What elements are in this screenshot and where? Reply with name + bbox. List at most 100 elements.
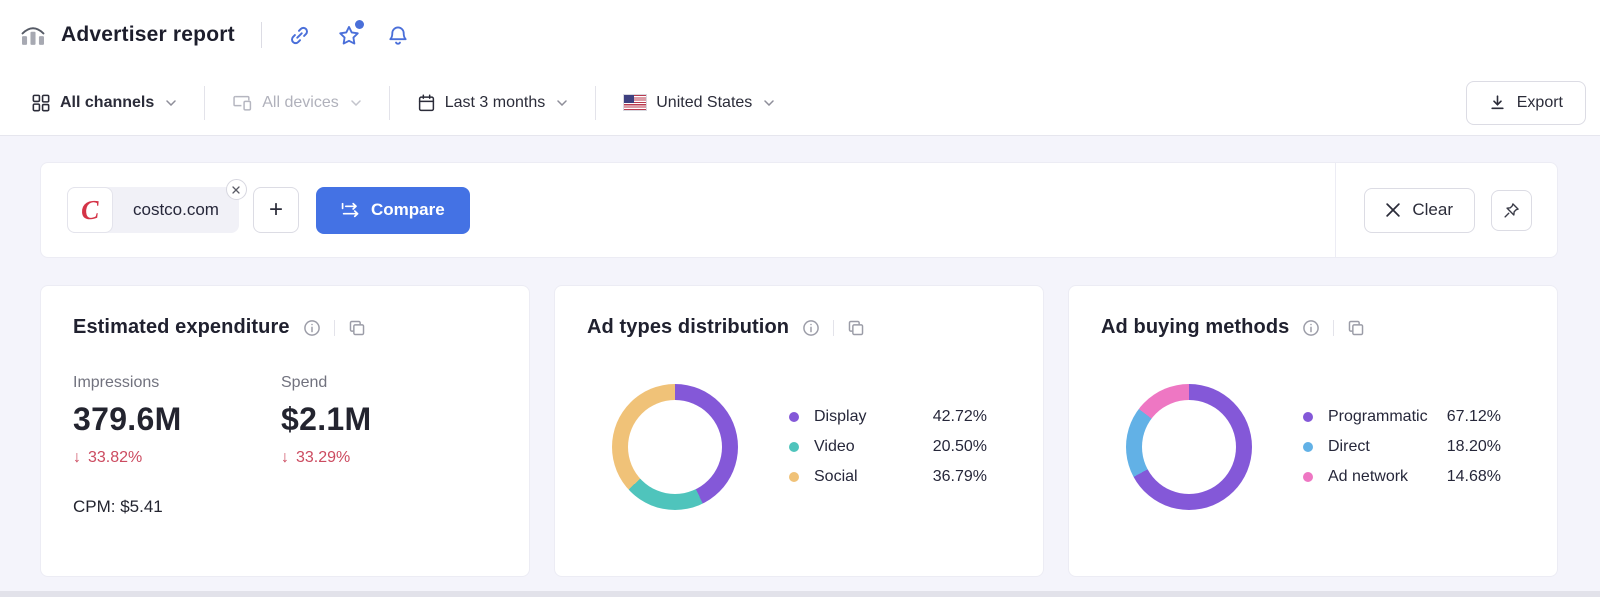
favorite-star-icon[interactable] [337, 20, 364, 47]
spend-label: Spend [281, 374, 328, 391]
remove-domain-button[interactable] [225, 179, 247, 200]
impressions-change-value: 33.82% [88, 449, 143, 466]
card-title: Ad buying methods [1101, 316, 1290, 338]
bell-icon[interactable] [386, 23, 410, 47]
filter-divider [204, 85, 206, 120]
header-divider [260, 22, 262, 48]
channels-filter[interactable]: All channels [28, 94, 180, 112]
add-button-label: + [268, 196, 283, 223]
legend-value: 36.79% [932, 468, 987, 485]
metrics-cards-row: Estimated expenditure Impressions [40, 285, 1558, 577]
donut-wrap [1111, 369, 1267, 525]
legend-item-direct[interactable]: Direct 18.20% [1303, 432, 1501, 462]
card-header: Estimated expenditure [73, 316, 499, 339]
calendar-icon [418, 94, 434, 111]
info-icon[interactable] [1302, 319, 1320, 337]
compare-button[interactable]: Compare [315, 186, 470, 234]
main-content: C costco.com + Compare Clear [0, 136, 1600, 577]
compare-arrows-icon [341, 202, 359, 218]
date-range-filter[interactable]: Last 3 months [414, 94, 572, 112]
ad-types-distribution-card: Ad types distribution [554, 285, 1044, 577]
download-icon [1491, 95, 1504, 110]
estimated-expenditure-card: Estimated expenditure Impressions [40, 285, 530, 577]
pin-icon [1504, 202, 1519, 218]
clear-button-label: Clear [1412, 200, 1453, 219]
domain-logo: C [67, 187, 113, 233]
ad-types-donut-chart[interactable] [599, 371, 751, 523]
chevron-down-icon [350, 99, 361, 106]
copy-widget-icon[interactable] [348, 319, 366, 337]
date-range-label: Last 3 months [444, 93, 546, 111]
notification-dot [354, 20, 364, 29]
domain-chip-label: costco.com [133, 200, 219, 219]
info-icon[interactable] [303, 319, 321, 337]
chevron-down-icon [764, 99, 775, 106]
legend-dot [789, 472, 799, 482]
filter-divider [595, 85, 597, 120]
legend-item-display[interactable]: Display 42.72% [789, 402, 987, 432]
legend-dot [1303, 472, 1313, 482]
copy-widget-icon[interactable] [1347, 319, 1365, 337]
arrow-down-icon: ↓ [73, 449, 81, 466]
add-competitor-button[interactable]: + [252, 187, 299, 233]
impressions-change: ↓ 33.82% [73, 449, 281, 467]
chart-area: Display 42.72% Video 20.50% Social 36.79… [587, 369, 1013, 525]
header-separator [1333, 319, 1335, 336]
info-icon[interactable] [802, 319, 820, 337]
impressions-label: Impressions [73, 374, 160, 391]
card-header: Ad buying methods [1101, 316, 1527, 339]
legend-label: Display [814, 408, 867, 425]
legend-dot [1303, 412, 1313, 422]
share-link-icon[interactable] [288, 23, 312, 47]
donut-wrap [597, 369, 753, 525]
spend-change: ↓ 33.29% [281, 449, 489, 467]
us-flag-icon [623, 94, 648, 111]
legend-value: 14.68% [1446, 468, 1501, 485]
export-button-label: Export [1516, 93, 1563, 111]
compare-bar: C costco.com + Compare Clear [40, 162, 1558, 258]
legend-value: 20.50% [932, 438, 987, 455]
channels-filter-label: All channels [60, 93, 155, 111]
header-separator [833, 319, 835, 336]
legend-value: 42.72% [932, 408, 987, 425]
legend-item-ad-network[interactable]: Ad network 14.68% [1303, 462, 1501, 492]
chart-legend: Display 42.72% Video 20.50% Social 36.79… [789, 402, 987, 492]
legend-value: 18.20% [1446, 438, 1501, 455]
expenditure-stats: Impressions 379.6M ↓ 33.82% Spend $2.1M … [73, 374, 499, 467]
legend-label: Ad network [1328, 468, 1409, 485]
pin-button[interactable] [1491, 189, 1532, 231]
spend-change-value: 33.29% [296, 449, 351, 466]
region-filter-label: United States [656, 93, 753, 111]
costco-logo-letter: C [79, 193, 100, 226]
domain-chip[interactable]: C costco.com [67, 179, 247, 233]
close-icon [1386, 203, 1401, 217]
legend-item-programmatic[interactable]: Programmatic 67.12% [1303, 402, 1501, 432]
legend-item-video[interactable]: Video 20.50% [789, 432, 987, 462]
copy-widget-icon[interactable] [847, 319, 865, 337]
export-button[interactable]: Export [1465, 80, 1586, 125]
compare-bar-right: Clear [1335, 163, 1557, 257]
close-icon [232, 185, 241, 194]
chevron-down-icon [166, 99, 176, 106]
chart-legend: Programmatic 67.12% Direct 18.20% Ad net… [1303, 402, 1501, 492]
channels-grid-icon [32, 94, 50, 111]
legend-item-social[interactable]: Social 36.79% [789, 462, 987, 492]
arrow-down-icon: ↓ [281, 449, 289, 466]
card-header: Ad types distribution [587, 316, 1013, 339]
page-title: Advertiser report [61, 23, 235, 46]
filter-bar: All channels All devices Last 3 months U… [0, 70, 1600, 136]
impressions-stat: Impressions 379.6M ↓ 33.82% [73, 374, 281, 467]
ad-buying-donut-chart[interactable] [1113, 371, 1265, 523]
spend-stat: Spend $2.1M ↓ 33.29% [281, 374, 489, 467]
clear-button[interactable]: Clear [1364, 187, 1475, 233]
devices-filter-label: All devices [262, 93, 339, 111]
compare-bar-left: C costco.com + Compare [41, 179, 1335, 234]
card-title: Ad types distribution [587, 316, 790, 338]
legend-dot [1303, 442, 1313, 452]
impressions-value: 379.6M [73, 401, 182, 437]
devices-icon [233, 95, 252, 111]
compare-button-label: Compare [370, 200, 445, 219]
legend-label: Programmatic [1328, 408, 1428, 425]
devices-filter[interactable]: All devices [229, 94, 364, 112]
region-filter[interactable]: United States [620, 94, 778, 112]
